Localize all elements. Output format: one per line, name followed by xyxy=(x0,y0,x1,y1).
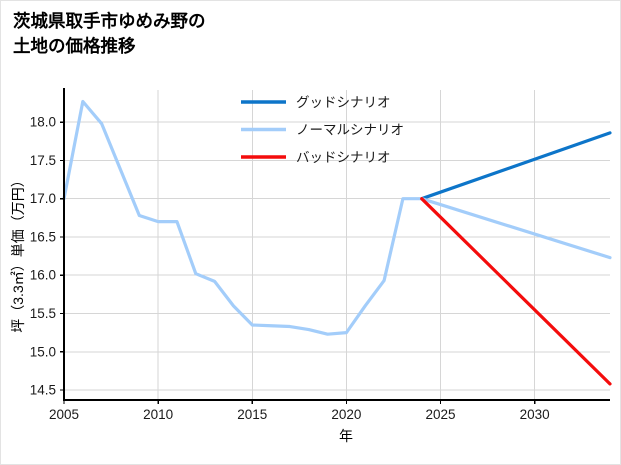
x-tick-label: 2030 xyxy=(520,407,550,422)
x-tick-label: 2025 xyxy=(426,407,456,422)
y-gridlines xyxy=(64,121,610,391)
y-tick-label: 15.5 xyxy=(30,306,56,321)
y-tick-labels: 14.5 15.0 15.5 16.0 16.5 17.0 17.5 18.0 xyxy=(30,115,56,398)
y-tick-label: 17.5 xyxy=(30,153,56,168)
axis-spines xyxy=(62,88,610,402)
series-line xyxy=(420,131,612,201)
x-tick-labels: 2005 2010 2015 2020 2025 2030 xyxy=(49,407,550,422)
x-tick-label: 2015 xyxy=(237,407,267,422)
chart-title: 茨城県取手市ゆめみ野の 土地の価格推移 xyxy=(13,11,206,56)
legend-label: ノーマルシナリオ xyxy=(296,123,404,138)
y-axis-title: 坪（3.3㎡）単価（万円） xyxy=(10,173,26,332)
legend-label: バッドシナリオ xyxy=(296,150,391,165)
y-tick-label: 16.0 xyxy=(30,268,56,283)
y-tick-label: 14.5 xyxy=(30,383,56,398)
x-tick-label: 2020 xyxy=(331,407,361,422)
y-tick-label: 17.0 xyxy=(30,191,56,206)
series-lines xyxy=(62,99,612,386)
x-tick-label: 2010 xyxy=(143,407,173,422)
series-line xyxy=(420,197,612,386)
y-tick-label: 18.0 xyxy=(30,115,56,130)
y-tick-label: 15.0 xyxy=(30,344,56,359)
x-axis-title: 年 xyxy=(339,428,353,444)
axis-ticks xyxy=(60,121,536,404)
legend-label: グッドシナリオ xyxy=(296,95,391,110)
x-tick-label: 2005 xyxy=(49,407,79,422)
y-tick-label: 16.5 xyxy=(30,229,56,244)
series-line xyxy=(62,99,612,336)
